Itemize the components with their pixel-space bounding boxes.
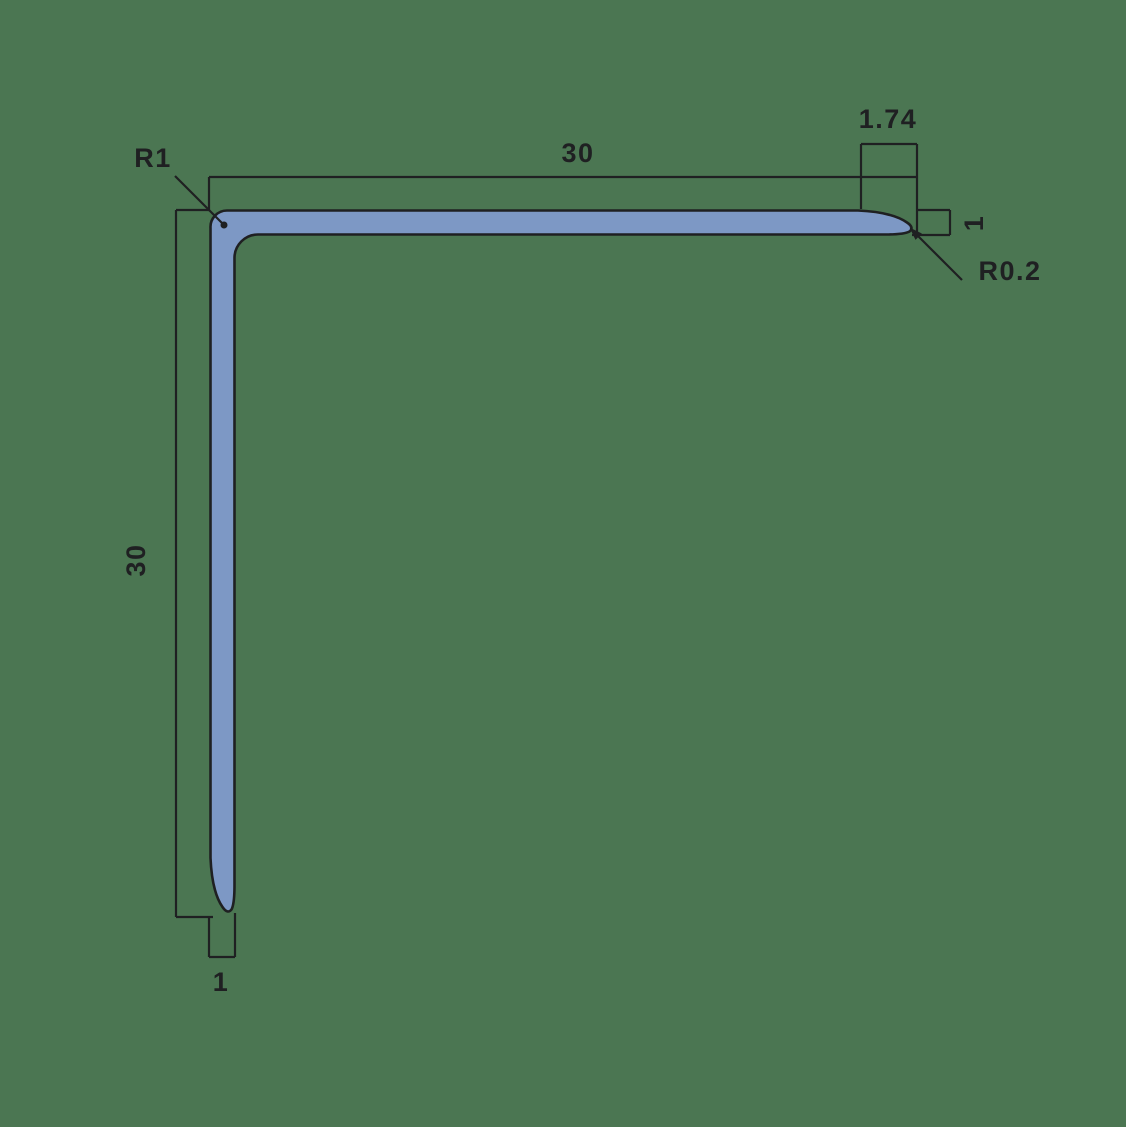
dimension-taper-length: 1.74 xyxy=(859,104,919,235)
dimension-top-width-value: 30 xyxy=(561,138,594,168)
callout-inner-radius-dot xyxy=(220,221,228,229)
dimension-top-width: 30 xyxy=(207,138,917,211)
dimension-bottom-thickness: 1 xyxy=(207,913,237,997)
callout-tip-radius-label: R0.2 xyxy=(978,256,1041,286)
dimension-bottom-thickness-value: 1 xyxy=(213,967,230,997)
callout-tip-radius-arrowhead xyxy=(909,227,922,240)
callout-inner-radius: R1 xyxy=(134,143,228,229)
dimension-taper-value: 1.74 xyxy=(859,104,918,134)
callout-tip-radius-leader xyxy=(912,230,963,281)
callout-inner-radius-leader xyxy=(174,175,225,226)
dimension-left-height: 30 xyxy=(121,208,213,919)
dimension-right-thickness-value: 1 xyxy=(959,215,989,232)
dimension-left-height-value: 30 xyxy=(121,543,151,576)
callout-tip-radius: R0.2 xyxy=(909,227,1041,286)
callout-inner-radius-label: R1 xyxy=(134,143,172,173)
l-profile-shape xyxy=(209,209,913,913)
